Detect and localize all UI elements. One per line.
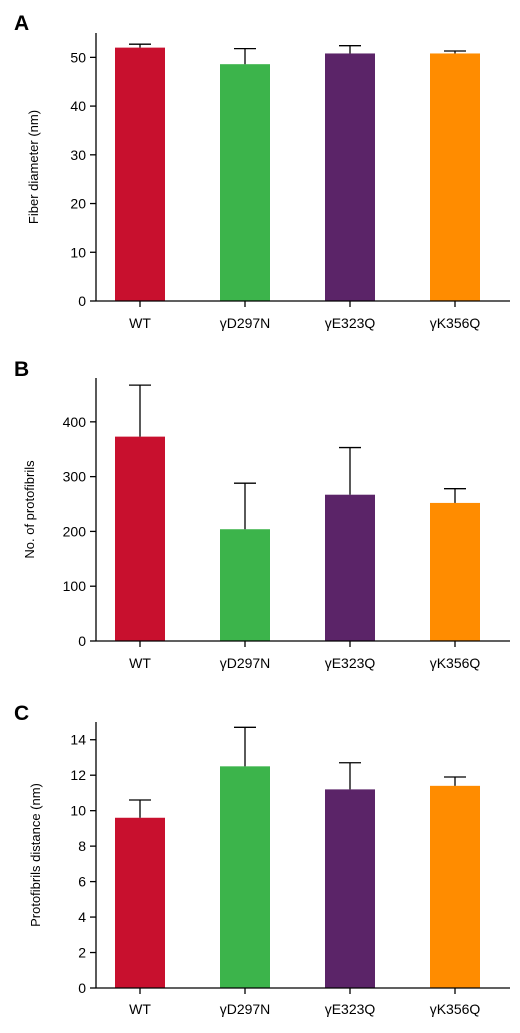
panel-letter: B — [14, 358, 29, 381]
panel-letter: C — [14, 702, 29, 725]
category-label: WT — [129, 315, 151, 331]
category-label: γD297N — [220, 1001, 271, 1017]
y-tick-label: 100 — [63, 578, 87, 594]
category-label: WT — [129, 1001, 151, 1017]
category-label: γD297N — [220, 655, 271, 671]
category-label: γE323Q — [325, 655, 376, 671]
y-tick-label: 20 — [70, 196, 86, 212]
panel-letter: A — [14, 12, 29, 35]
y-tick-label: 2 — [78, 945, 86, 961]
y-tick-label: 10 — [70, 244, 86, 260]
y-axis-title: No. of protofibrils — [22, 460, 37, 559]
bar-2 — [325, 53, 375, 301]
y-tick-label: 200 — [63, 523, 87, 539]
y-tick-label: 50 — [70, 49, 86, 65]
bar-1 — [220, 766, 270, 988]
y-tick-label: 10 — [70, 803, 86, 819]
bar-3 — [430, 785, 480, 988]
bar-2 — [325, 494, 375, 641]
category-label: γK356Q — [430, 1001, 481, 1017]
bar-1 — [220, 529, 270, 641]
y-tick-label: 8 — [78, 838, 86, 854]
category-label: γE323Q — [325, 315, 376, 331]
y-axis-title: Fiber diameter (nm) — [26, 110, 41, 224]
y-tick-label: 4 — [78, 909, 86, 925]
y-tick-label: 30 — [70, 147, 86, 163]
y-tick-label: 40 — [70, 98, 86, 114]
y-axis-title: Protofibrils distance (nm) — [28, 783, 43, 927]
bar-3 — [430, 502, 480, 641]
panel-c: C Protofibrils distance (nm) WT γD297N γE323… — [14, 702, 510, 1017]
panel-b: B No. of protofibrils WT γD297N γE323Q γK356Q… — [14, 358, 510, 671]
bar-3 — [430, 53, 480, 301]
bar-1 — [220, 64, 270, 301]
y-tick-label: 0 — [78, 293, 86, 309]
category-label: γK356Q — [430, 655, 481, 671]
y-tick-label: 14 — [70, 732, 86, 748]
bar-0 — [115, 817, 165, 988]
bar-2 — [325, 789, 375, 988]
bar-0 — [115, 436, 165, 641]
category-label: γD297N — [220, 315, 271, 331]
y-tick-label: 6 — [78, 874, 86, 890]
y-tick-label: 0 — [78, 980, 86, 996]
panel-a: A Fiber diameter (nm) WT γD297N γE323Q γK356Q… — [14, 12, 510, 331]
bar-0 — [115, 47, 165, 302]
category-label: γE323Q — [325, 1001, 376, 1017]
y-tick-label: 0 — [78, 633, 86, 649]
y-tick-label: 400 — [63, 414, 87, 430]
y-tick-label: 300 — [63, 469, 87, 485]
category-label: WT — [129, 655, 151, 671]
category-label: γK356Q — [430, 315, 481, 331]
y-tick-label: 12 — [70, 767, 86, 783]
